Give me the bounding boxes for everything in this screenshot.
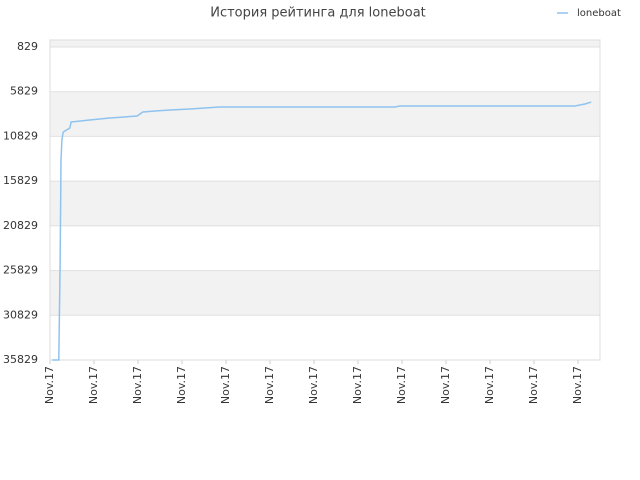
y-tick-label: 829 (17, 40, 38, 53)
y-tick-label: 35829 (3, 353, 38, 366)
x-tick-label: Nov.17 (43, 366, 56, 404)
x-tick-label: Nov.17 (351, 366, 364, 404)
y-tick-label: 15829 (3, 174, 38, 187)
plot-border (49, 39, 601, 361)
x-tick-label: Nov.17 (439, 366, 452, 404)
y-tick-label: 20829 (3, 219, 38, 232)
legend-label: loneboat (577, 8, 621, 19)
grid-band (50, 91, 600, 137)
y-tick-label: 5829 (10, 85, 38, 98)
y-tick-label: 10829 (3, 129, 38, 142)
data-line (52, 101, 592, 361)
grid-band (50, 270, 600, 316)
chart-title: История рейтинга для loneboat (210, 6, 426, 21)
x-tick-label: Nov.17 (175, 366, 188, 404)
x-tick-label: Nov.17 (483, 366, 496, 404)
x-tick-label: Nov.17 (87, 366, 100, 404)
y-tick-label: 30829 (3, 308, 38, 321)
x-tick-label: Nov.17 (527, 366, 540, 404)
x-tick-label: Nov.17 (307, 366, 320, 404)
x-tick-label: Nov.17 (131, 366, 144, 404)
grid-band (50, 40, 600, 48)
x-tick-label: Nov.17 (263, 366, 276, 404)
y-tick-label: 25829 (3, 264, 38, 277)
x-tick-label: Nov.17 (219, 366, 232, 404)
x-tick-label: Nov.17 (395, 366, 408, 404)
grid-band (50, 181, 600, 226)
x-tick-label: Nov.17 (571, 366, 584, 404)
